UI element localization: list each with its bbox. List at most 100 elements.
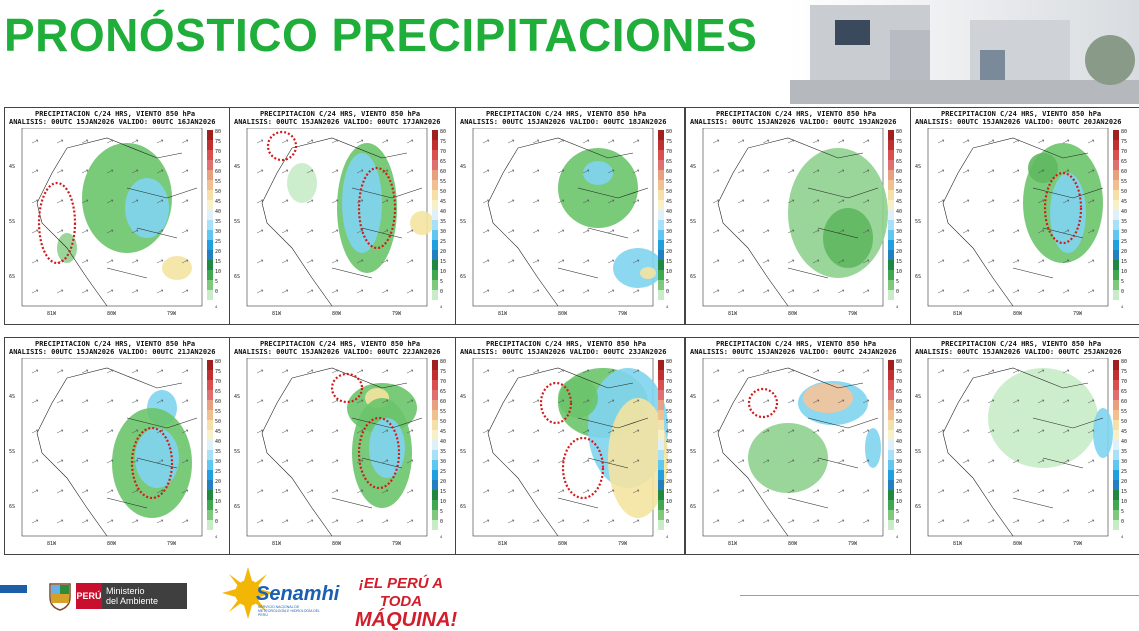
colorbar-segment <box>207 180 213 190</box>
colorbar-tick-label: 80 <box>440 129 446 135</box>
colorbar-segment <box>1113 380 1119 390</box>
wind-arrow-icon <box>837 489 845 494</box>
rain-area <box>369 418 405 478</box>
panel-title: PRECIPITACION C/24 HRS, VIENTO 850 hPa <box>35 110 196 118</box>
x-tick-label: 80W <box>107 541 117 547</box>
wind-arrow-icon <box>1012 489 1020 494</box>
wind-arrow-icon <box>56 489 64 494</box>
wind-arrow-icon <box>256 519 264 524</box>
wind-arrow-icon <box>1012 139 1020 144</box>
forecast-panel: PRECIPITACION C/24 HRS, VIENTO 850 hPa AN… <box>455 107 685 325</box>
colorbar-tick-label: 70 <box>1121 149 1127 155</box>
wind-arrow-icon <box>712 399 720 404</box>
colorbar-tick-label: 20 <box>896 249 902 255</box>
colorbar-segment <box>207 210 213 220</box>
wind-arrow-icon <box>56 459 64 464</box>
colorbar-segment <box>658 420 664 430</box>
wind-arrow-icon <box>131 139 139 144</box>
wind-arrow-icon <box>1062 199 1070 204</box>
colorbar-tick-label: 80 <box>896 129 902 135</box>
colorbar-segment <box>1113 440 1119 450</box>
wind-arrow-icon <box>987 369 995 374</box>
wind-arrow-icon <box>1037 289 1045 294</box>
rain-area <box>640 267 656 279</box>
colorbar-tick-label: 50 <box>666 419 672 425</box>
colorbar-tick-label: 50 <box>666 189 672 195</box>
wind-arrow-icon <box>381 429 389 434</box>
wind-arrow-icon <box>812 519 820 524</box>
colorbar-unit: 4 <box>215 304 218 309</box>
colorbar-tick-label: 50 <box>215 189 221 195</box>
colorbar-segment <box>1113 280 1119 290</box>
colorbar-segment <box>1113 450 1119 460</box>
panel-title: PRECIPITACION C/24 HRS, VIENTO 850 hPa <box>716 110 877 118</box>
wind-arrow-icon <box>381 519 389 524</box>
wind-arrow-icon <box>762 199 770 204</box>
wind-arrow-icon <box>181 139 189 144</box>
colorbar-tick-label: 0 <box>666 289 669 295</box>
wind-arrow-icon <box>812 289 820 294</box>
wind-arrow-icon <box>712 139 720 144</box>
colorbar-tick-label: 70 <box>215 379 221 385</box>
wind-arrow-icon <box>937 519 945 524</box>
wind-arrow-icon <box>181 459 189 464</box>
colorbar-segment <box>1113 460 1119 470</box>
wind-arrow-icon <box>962 169 970 174</box>
colorbar-segment <box>658 520 664 530</box>
wind-arrow-icon <box>256 489 264 494</box>
colorbar-segment <box>888 390 894 400</box>
wind-arrow-icon <box>1062 289 1070 294</box>
panel-subtitle: ANALISIS: 00UTC 15JAN2026 VALIDO: 00UTC … <box>234 348 441 356</box>
colorbar-segment <box>658 270 664 280</box>
x-tick-label: 81W <box>953 311 963 317</box>
colorbar-tick-label: 10 <box>215 269 221 275</box>
wind-arrow-icon <box>837 459 845 464</box>
wind-arrow-icon <box>787 169 795 174</box>
colorbar-tick-label: 75 <box>896 139 902 145</box>
wind-arrow-icon <box>256 429 264 434</box>
x-tick-label: 80W <box>558 311 568 317</box>
wind-arrow-icon <box>762 229 770 234</box>
wind-arrow-icon <box>1037 459 1045 464</box>
colorbar-tick-label: 50 <box>1121 189 1127 195</box>
wind-arrow-icon <box>862 429 870 434</box>
colorbar-tick-label: 10 <box>1121 499 1127 505</box>
wind-arrow-icon <box>381 489 389 494</box>
colorbar-segment <box>432 370 438 380</box>
wind-arrow-icon <box>1062 139 1070 144</box>
wind-arrow-icon <box>106 199 114 204</box>
wind-arrow-icon <box>331 489 339 494</box>
wind-arrow-icon <box>356 169 364 174</box>
colorbar-tick-label: 25 <box>440 469 446 475</box>
colorbar-segment <box>1113 160 1119 170</box>
wind-arrow-icon <box>256 199 264 204</box>
colorbar-segment <box>888 420 894 430</box>
highlight-circle <box>266 130 298 162</box>
colorbar-tick-label: 80 <box>440 359 446 365</box>
x-tick-label: 79W <box>618 541 628 547</box>
x-tick-label: 79W <box>618 311 628 317</box>
colorbar-segment <box>1113 190 1119 200</box>
wind-arrow-icon <box>306 519 314 524</box>
colorbar-segment <box>658 160 664 170</box>
colorbar-segment <box>888 380 894 390</box>
wind-arrow-icon <box>1037 229 1045 234</box>
forecast-panel: PRECIPITACION C/24 HRS, VIENTO 850 hPa AN… <box>685 107 915 325</box>
rain-area <box>865 428 881 468</box>
wind-arrow-icon <box>557 199 565 204</box>
colorbar-tick-label: 65 <box>666 389 672 395</box>
colorbar-segment <box>432 190 438 200</box>
wind-arrow-icon <box>862 259 870 264</box>
wind-arrow-icon <box>281 229 289 234</box>
colorbar-segment <box>658 290 664 300</box>
colorbar-segment <box>888 510 894 520</box>
wind-arrow-icon <box>381 139 389 144</box>
wind-arrow-icon <box>532 519 540 524</box>
highlight-circle <box>357 166 397 250</box>
wind-arrow-icon <box>582 519 590 524</box>
wind-arrow-icon <box>482 429 490 434</box>
wind-arrow-icon <box>632 519 640 524</box>
colorbar-segment <box>658 430 664 440</box>
